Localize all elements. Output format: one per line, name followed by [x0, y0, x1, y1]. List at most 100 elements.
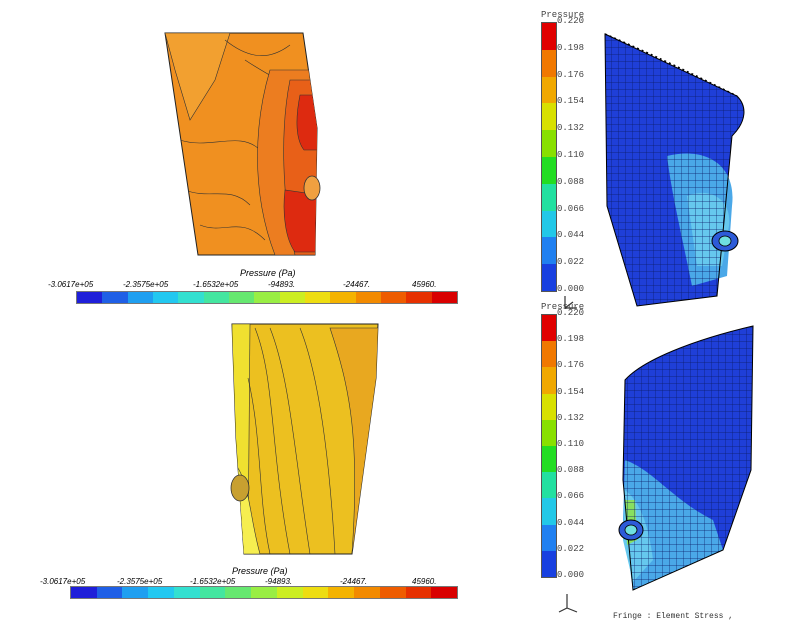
scale-swatch-4 [173, 587, 200, 598]
scale-swatch-6 [542, 472, 556, 499]
top-left-tick-2: -1.6532e+05 [193, 280, 239, 289]
bottom-right-tick-2: 0.176 [557, 360, 585, 371]
bottom-right-tick-4: 0.132 [557, 412, 585, 423]
top-right-color-scale [541, 22, 557, 292]
bottom-right-axis-triad-icon [558, 594, 578, 613]
scale-swatch-6 [542, 183, 556, 211]
bottom-left-tick-5: 45960. [412, 577, 437, 586]
scale-swatch-5 [542, 156, 556, 184]
bottom-right-tick-6: 0.088 [557, 465, 585, 476]
top-right-tick-9: 0.022 [557, 257, 585, 268]
bottom-left-tick-4: -24467. [340, 577, 368, 586]
bottom-left-pressure-panel: Pressure (Pa) -3.0617e+05 -2.3575e+05 -1… [0, 318, 480, 628]
scale-swatch-7 [542, 210, 556, 238]
scale-swatch-2 [542, 76, 556, 104]
bottom-right-tick-5: 0.110 [557, 439, 585, 449]
bottom-right-tick-7: 0.066 [557, 491, 585, 502]
scale-swatch-12 [379, 587, 406, 598]
bottom-left-blade-contour [230, 323, 379, 555]
bottom-right-tick-9: 0.022 [557, 543, 585, 554]
scale-swatch-1 [542, 49, 556, 77]
scale-swatch-7 [542, 498, 556, 525]
top-left-tick-1: -2.3575e+05 [123, 280, 169, 289]
scale-swatch-10 [330, 292, 356, 303]
scale-swatch-3 [152, 292, 179, 303]
scale-swatch-11 [355, 292, 381, 303]
scale-swatch-4 [178, 292, 204, 303]
scale-swatch-10 [328, 587, 355, 598]
bottom-left-tick-3: -94893. [265, 577, 293, 586]
scale-swatch-7 [251, 587, 277, 598]
scale-swatch-3 [542, 103, 556, 131]
top-left-tick-3: -94893. [268, 280, 296, 289]
top-right-tick-10: 0.000 [557, 284, 585, 294]
bottom-right-legend-title: Pressure [541, 302, 585, 312]
top-left-pressure-panel: Pressure (Pa) -3.0617e+05 -2.3575e+05 -1… [0, 0, 480, 310]
scale-swatch-11 [354, 587, 380, 598]
bottom-left-tick-0: -3.0617e+05 [40, 577, 86, 586]
top-right-tick-7: 0.066 [557, 203, 585, 214]
scale-swatch-13 [405, 587, 432, 598]
scale-swatch-8 [542, 524, 556, 551]
top-right-tick-6: 0.088 [557, 176, 585, 187]
scale-swatch-14 [431, 587, 458, 598]
scale-swatch-5 [203, 292, 229, 303]
top-right-tick-4: 0.132 [557, 123, 585, 134]
hub-bump-icon [303, 175, 321, 201]
bottom-right-mesh-model [618, 325, 754, 591]
scale-swatch-13 [406, 292, 432, 303]
scale-swatch-8 [542, 237, 556, 265]
top-right-legend-title: Pressure [541, 10, 585, 20]
scale-swatch-1 [542, 341, 556, 368]
bottom-right-tick-0: 0.220 [557, 308, 585, 318]
scale-swatch-0 [71, 587, 97, 598]
scale-swatch-6 [228, 292, 255, 303]
top-right-axis-triad-icon [564, 296, 577, 309]
top-right-tick-8: 0.044 [557, 230, 585, 241]
scale-swatch-9 [542, 550, 556, 578]
scale-swatch-5 [542, 446, 556, 473]
top-right-tick-3: 0.154 [557, 96, 585, 107]
scale-swatch-6 [225, 587, 252, 598]
top-right-tick-1: 0.198 [557, 42, 585, 53]
top-right-mesh-model [604, 33, 745, 307]
scale-swatch-4 [542, 130, 556, 157]
top-left-tick-0: -3.0617e+05 [48, 280, 94, 289]
scale-swatch-2 [122, 587, 149, 598]
top-left-tick-4: -24467. [343, 280, 371, 289]
scale-swatch-3 [542, 393, 556, 420]
scale-swatch-7 [254, 292, 280, 303]
bottom-left-color-scale [70, 586, 458, 599]
top-left-legend-title: Pressure (Pa) [240, 268, 296, 278]
top-right-tick-5: 0.110 [557, 150, 585, 160]
bottom-left-tick-1: -2.3575e+05 [117, 577, 163, 586]
top-right-stress-panel: Pressure 0.220 0.198 0.176 0.154 0.132 0.110 0… [535, 8, 800, 309]
scale-swatch-12 [380, 292, 407, 303]
scale-swatch-9 [304, 292, 331, 303]
top-right-tick-2: 0.176 [557, 69, 585, 80]
scale-swatch-3 [148, 587, 174, 598]
scale-swatch-0 [77, 292, 103, 303]
bottom-left-tick-2: -1.6532e+05 [190, 577, 236, 586]
scale-swatch-2 [127, 292, 153, 303]
bottom-right-color-scale [541, 314, 557, 578]
bottom-right-tick-10: 0.000 [557, 570, 585, 580]
top-left-color-scale [76, 291, 458, 304]
scale-swatch-5 [199, 587, 226, 598]
fringe-label: Fringe : Element Stress , [613, 612, 734, 621]
scale-swatch-0 [542, 315, 556, 342]
scale-swatch-8 [276, 587, 303, 598]
hub-bump-icon [230, 474, 250, 502]
scale-swatch-0 [542, 23, 556, 50]
bottom-left-legend-title: Pressure (Pa) [232, 566, 288, 576]
bottom-right-tick-8: 0.044 [557, 517, 585, 528]
scale-swatch-1 [102, 292, 128, 303]
top-left-tick-5: 45960. [412, 280, 437, 289]
scale-swatch-9 [302, 587, 329, 598]
scale-swatch-9 [542, 264, 556, 291]
bottom-right-tick-3: 0.154 [557, 386, 585, 397]
scale-swatch-4 [542, 419, 556, 447]
scale-swatch-8 [279, 292, 305, 303]
top-left-blade-contour [164, 32, 321, 256]
bottom-right-stress-panel: Pressure Fringe : Element Stress , 0.220… [535, 300, 800, 628]
